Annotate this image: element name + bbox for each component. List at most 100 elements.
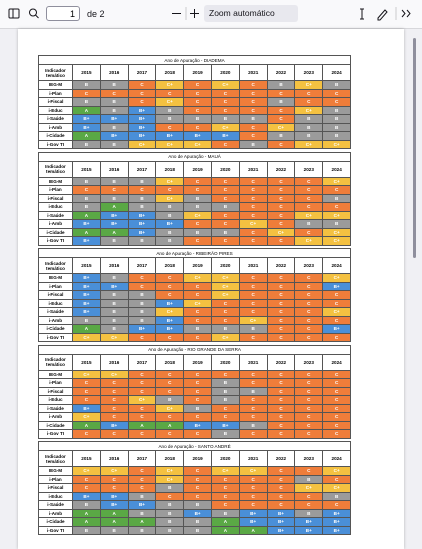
grade-cell: C <box>294 420 324 430</box>
grade-cell: B+ <box>238 517 268 527</box>
grade-cell: B <box>127 202 157 212</box>
indicator-label: i-Amb <box>38 315 73 325</box>
column-header: 2021 <box>238 160 268 178</box>
indicator-label: i-Educ <box>38 105 73 115</box>
grade-cell: B+ <box>127 122 157 132</box>
column-header: 2020 <box>210 257 240 274</box>
grade-cell: C+ <box>322 483 352 493</box>
grade-cell: C <box>127 185 157 195</box>
indicator-label: IEG-M <box>38 176 73 186</box>
grade-cell: C <box>210 307 240 317</box>
zoom-select[interactable]: Zoom automático <box>204 5 298 22</box>
grade-cell: C <box>238 332 268 342</box>
draw-tool[interactable] <box>377 9 388 21</box>
grade-cell: C+ <box>155 474 185 484</box>
grade-cell: B <box>72 525 101 535</box>
grade-cell: A <box>155 420 185 430</box>
column-header: 2024 <box>322 450 352 467</box>
grade-cell: C <box>155 88 185 98</box>
grade-cell: C+ <box>155 193 185 203</box>
grade-cell: C <box>99 412 129 422</box>
grade-cell: C <box>183 332 212 342</box>
grade-cell: C <box>99 386 129 396</box>
column-header: 2016 <box>99 450 129 467</box>
grade-cell: C <box>183 236 212 246</box>
grade-cell: B <box>210 114 240 124</box>
toolbar-icons <box>8 7 411 21</box>
text-tool[interactable] <box>360 8 364 20</box>
grade-cell: C <box>183 176 212 186</box>
grade-cell: B <box>266 97 296 107</box>
grade-cell: B <box>210 508 240 518</box>
grade-cell: B+ <box>72 273 101 283</box>
grade-cell: B+ <box>322 508 352 518</box>
grade-cell: C <box>322 500 352 510</box>
grade-cell: B <box>127 307 157 317</box>
column-header: 2022 <box>266 450 296 467</box>
grade-cell: B+ <box>72 236 101 246</box>
grade-cell: A <box>72 517 101 527</box>
column-header: 2021 <box>238 257 268 274</box>
grade-cell: C <box>266 185 296 195</box>
table-row: i-Amb B+ B+ B+ B+ C C C+ C B B <box>38 219 352 229</box>
header-row: Indicador temático 2015 2016 2017 2018 2019 20… <box>38 257 351 274</box>
grade-cell: C <box>322 369 352 379</box>
grade-cell: C <box>127 97 157 107</box>
grade-cell: C <box>294 332 324 342</box>
grade-cell: B+ <box>72 281 101 291</box>
grade-cell: B <box>210 378 240 388</box>
grade-cell: B+ <box>322 517 352 527</box>
column-header: 2015 <box>72 450 101 467</box>
grade-table: Ano de Apuração - SANTO ANDRÉ Indicador t… <box>37 441 352 535</box>
grade-cell: C <box>266 236 296 246</box>
grade-cell: B <box>155 517 185 527</box>
grade-cell: C <box>294 281 324 291</box>
grade-cell: C <box>238 281 268 291</box>
grade-cell: C <box>294 290 324 300</box>
sidebar-toggle[interactable] <box>8 8 20 19</box>
grade-cell: B <box>99 97 129 107</box>
grade-cell: C <box>322 412 352 422</box>
grade-cell: C <box>294 429 324 439</box>
grade-cell: C+ <box>238 466 268 476</box>
grade-cell: A <box>99 517 129 527</box>
grade-cell: C <box>266 491 296 501</box>
grade-cell: C+ <box>99 466 129 476</box>
grade-cell: C <box>210 176 240 186</box>
column-header: 2021 <box>238 450 268 467</box>
column-header: 2023 <box>294 257 324 274</box>
column-header: 2019 <box>183 160 212 178</box>
indicator-label: i-Fiscal <box>38 483 73 493</box>
grade-cell: C <box>155 332 185 342</box>
table-row: i-Cidade A B B+ B+ B B B C C B+ <box>38 324 351 334</box>
grade-cell: C <box>238 412 268 422</box>
grade-cell: B <box>155 236 185 246</box>
grade-cell: C <box>183 88 212 98</box>
page-number-input[interactable]: 1 <box>46 6 80 21</box>
more-tools[interactable] <box>401 9 411 18</box>
grade-cell: B <box>99 290 129 300</box>
table-row: i-Saúde B+ C C C+ B C C C C C <box>38 403 352 413</box>
indicator-label: i-Gov TI <box>38 429 73 439</box>
column-header: 2022 <box>266 257 296 274</box>
grade-cell: C <box>322 290 351 300</box>
grade-cell: C+ <box>210 281 240 291</box>
grade-cell: B <box>155 395 185 405</box>
grade-cell: A <box>99 202 129 212</box>
grade-cell: C <box>294 97 324 107</box>
grade-cell: C+ <box>155 97 185 107</box>
table-row: i-Educ B+ B+ B C C C C C C B <box>38 491 352 501</box>
grade-cell: C <box>238 80 268 90</box>
grade-cell: C <box>266 378 296 388</box>
grade-cell: C <box>238 307 268 317</box>
search-button[interactable] <box>29 8 37 17</box>
grade-cell: B <box>72 500 101 510</box>
grade-cell: C <box>183 315 212 325</box>
table-row: i-Educ B+ B B B+ C+ C C C C C <box>38 298 351 308</box>
column-header: 2016 <box>99 257 129 274</box>
grade-cell: C <box>322 315 351 325</box>
grade-cell: B+ <box>183 508 212 518</box>
grade-cell: C <box>266 88 296 98</box>
grade-cell: C <box>127 378 157 388</box>
scrollbar[interactable] <box>413 38 416 258</box>
